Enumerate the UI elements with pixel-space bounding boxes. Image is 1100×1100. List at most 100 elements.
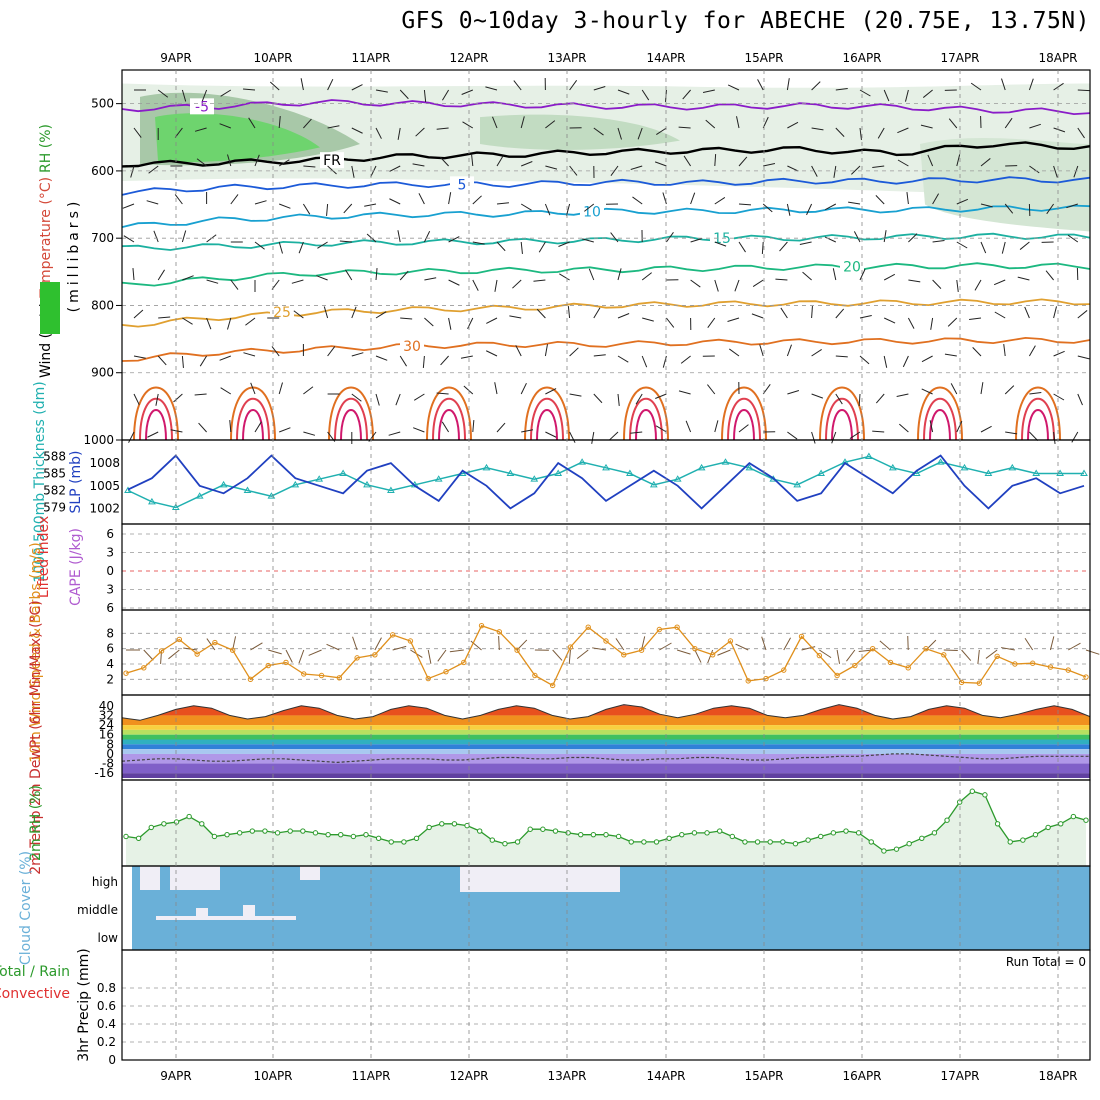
precip-ylabel: 3hr Precip (mm)	[76, 948, 92, 1061]
wind-barb	[835, 127, 845, 137]
wind10-point	[603, 638, 609, 644]
rh-point	[615, 833, 622, 840]
wind-barb	[775, 278, 788, 281]
upper-air-tick: 800	[91, 298, 114, 312]
rh-point	[363, 831, 369, 838]
thickness-point	[1056, 469, 1064, 476]
temp-color-band	[122, 749, 1090, 754]
wind-barb	[654, 161, 667, 167]
wind-barb	[786, 78, 790, 91]
wind-barb	[908, 279, 921, 283]
wind-barb	[921, 388, 933, 395]
wind-barb	[317, 241, 328, 249]
wind10-tick: 6	[106, 642, 114, 656]
wind-barb	[872, 430, 885, 433]
temp-color-band	[122, 715, 1090, 726]
upper-air-unit: (millibars)	[66, 198, 82, 313]
wind-barb	[666, 317, 675, 328]
wind10-point	[585, 624, 591, 630]
date-label-bottom: 18APR	[1038, 1069, 1077, 1083]
wind-barb	[545, 388, 557, 395]
rh-shading-mid-3	[920, 138, 1090, 232]
wind-barb	[351, 393, 362, 402]
panel-slp-thickness	[121, 439, 1091, 525]
date-label-bottom: 15APR	[744, 1069, 783, 1083]
wind-barb	[824, 236, 837, 243]
wind10-point	[567, 644, 574, 650]
run-total: Run Total = 0	[1006, 955, 1086, 969]
heating-contour	[929, 409, 951, 441]
temp-ylabel: 2m Temp 2m DewPt (6hr Min/Max) (°C)	[28, 600, 44, 875]
rh-point	[754, 839, 761, 845]
wind-barb	[254, 421, 262, 433]
wind-barb	[181, 355, 184, 368]
upper-air-tick: 600	[91, 164, 114, 178]
wind-barb	[351, 352, 364, 357]
wind-barb	[1077, 127, 1085, 139]
precip-tick: 0.2	[97, 1035, 116, 1049]
temp-tick: 0	[106, 747, 114, 761]
wind-barb	[811, 81, 821, 91]
wind-barb	[932, 279, 942, 289]
wind-barb	[728, 348, 740, 357]
wind-barb	[1077, 355, 1090, 360]
rh-point	[944, 817, 950, 823]
wind-barb	[423, 230, 431, 243]
date-label-top: 11APR	[351, 51, 390, 65]
date-label-top: 18APR	[1038, 51, 1077, 65]
wind-barb	[714, 420, 719, 433]
wind-barb	[690, 238, 703, 243]
wind-barb	[927, 154, 934, 167]
upper-air-ylabel: Wind (m/s)Temperature (°C)RH (%)	[38, 124, 54, 378]
wind-barb	[1053, 350, 1065, 357]
wind-barb	[440, 355, 449, 366]
wind-barb	[278, 241, 283, 254]
wind10-point	[923, 645, 929, 652]
thickness-tick: 588	[43, 450, 66, 464]
wind-barb	[327, 125, 340, 129]
thickness-point	[673, 475, 682, 482]
wind10-point	[1047, 664, 1054, 670]
wind-barb	[1053, 431, 1056, 444]
wind10-barb	[143, 649, 154, 661]
wind-barb	[980, 425, 992, 433]
wind-barb	[248, 117, 256, 129]
wind-barb	[1024, 306, 1030, 319]
wind-barb	[678, 390, 691, 395]
wind-barb	[170, 429, 183, 433]
wind10-barb	[846, 649, 856, 662]
wind10-barb	[977, 649, 980, 664]
wind-barb	[243, 88, 256, 91]
wind-barb	[980, 158, 991, 167]
thickness-point	[482, 463, 491, 471]
heating-contour	[145, 409, 167, 441]
rh-point	[502, 841, 508, 847]
rh-point	[426, 824, 432, 831]
temp-tick: -16	[94, 766, 114, 780]
isotherm-label-bg	[580, 203, 604, 220]
wind-barb	[174, 194, 183, 205]
wind-barb	[835, 355, 848, 358]
wind-barb	[520, 241, 523, 254]
rh-point	[476, 828, 483, 834]
cloud-gap	[460, 866, 620, 892]
date-label-top: 17APR	[940, 51, 979, 65]
wind-barb	[375, 268, 378, 281]
wind-barb	[907, 317, 915, 329]
wind-barb	[920, 124, 933, 129]
wind10-barb	[925, 639, 937, 651]
wind10-point	[318, 672, 325, 679]
rh-point	[1045, 824, 1051, 831]
wind-barb	[859, 89, 871, 97]
dewpt-line	[121, 753, 1090, 764]
rh-point	[843, 828, 849, 834]
rh-point	[868, 839, 874, 845]
wind-barb	[1004, 203, 1014, 214]
wind-barb	[254, 241, 265, 250]
lifted-tick: 3	[106, 583, 114, 597]
wind-barb	[569, 347, 579, 357]
precip-legend-conv: Convective	[0, 986, 70, 1002]
wind-barb	[461, 89, 473, 95]
wind-barb	[533, 279, 546, 282]
wind10-barb	[985, 649, 998, 659]
